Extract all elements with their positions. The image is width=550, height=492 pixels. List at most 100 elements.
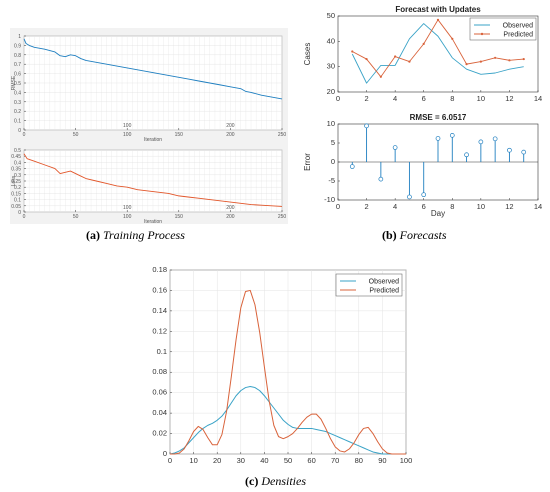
forecast-predicted-point xyxy=(365,57,368,61)
densities-xtick-label: 20 xyxy=(213,456,221,465)
training-rmse-ytick-label: 0 xyxy=(18,128,21,134)
caption-c-tag: (c) xyxy=(245,474,259,488)
error-ytick-label: 10 xyxy=(327,119,335,128)
forecast-ytick-label: 20 xyxy=(327,87,335,96)
error-xtick-label: 4 xyxy=(393,202,397,211)
training-loss-axes: 0 50 100 150 200 250 00.050.10.150.20.250.30.3… xyxy=(11,148,286,224)
densities-ytick-label: 0.06 xyxy=(152,388,167,397)
error-xlabel: Day xyxy=(431,209,445,218)
error-stem-marker xyxy=(492,136,498,142)
error-stem-marker xyxy=(421,192,427,198)
training-loss-ytick-label: 0.35 xyxy=(11,167,21,173)
training-rmse-xtick-label: 250 xyxy=(278,132,287,138)
caption-a-tag: (a) xyxy=(86,228,100,242)
forecast-xtick-label: 10 xyxy=(477,94,485,103)
training-loss-ytick-label: 0.45 xyxy=(11,154,21,160)
densities-observed-line xyxy=(169,386,406,455)
densities-ytick-label: 0.12 xyxy=(152,326,167,335)
densities-ytick-label: 0.04 xyxy=(152,408,167,417)
error-xtick-label: 8 xyxy=(450,202,454,211)
densities-legend-entry: Predicted xyxy=(369,288,399,295)
training-loss-ytick-label: 0.15 xyxy=(11,191,21,197)
caption-b-text: Forecasts xyxy=(399,228,447,242)
densities-xtick-label: 80 xyxy=(355,456,363,465)
error-xtick-label: 2 xyxy=(364,202,368,211)
training-rmse-axes: 0 50 100 150 200 250 0 0.1 0.2 0.3 0.4 0.5 0.6 0.7 0.8… xyxy=(11,34,286,143)
training-rmse-ytick-label: 0.7 xyxy=(14,62,21,68)
forecast-predicted-point xyxy=(465,63,468,66)
training-rmse-line xyxy=(23,38,283,100)
densities-xtick-label: 10 xyxy=(189,456,197,465)
densities-xtick-label: 50 xyxy=(284,456,292,465)
error-stem-marker xyxy=(407,194,412,200)
forecast-xtick-label: 8 xyxy=(450,94,454,103)
error-stem-marker xyxy=(449,133,455,138)
densities-xtick-label: 30 xyxy=(237,456,245,465)
forecast-xtick-label: 6 xyxy=(422,94,426,103)
training-rmse-xtick-label: 150 xyxy=(175,132,184,138)
densities-ytick-label: 0.16 xyxy=(152,285,167,294)
training-loss-xtick-label: 250 xyxy=(278,214,287,220)
forecast-predicted-point xyxy=(394,55,397,58)
error-stem-marker xyxy=(349,164,355,169)
forecast-legend-entry: Observed xyxy=(503,23,533,30)
error-xtick-label: 14 xyxy=(534,202,542,211)
training-rmse-ytick-label: 0.5 xyxy=(14,81,21,87)
error-stem-marker xyxy=(364,123,369,129)
forecast-predicted-point xyxy=(422,42,425,45)
densities-ytick-label: 0.1 xyxy=(157,347,167,356)
forecast-predicted-point xyxy=(451,37,454,40)
densities-xtick-label: 40 xyxy=(260,456,268,465)
training-rmse-ytick-label: 0.2 xyxy=(14,109,21,115)
forecast-xtick-label: 0 xyxy=(336,94,340,103)
forecast-predicted-point xyxy=(522,57,525,61)
forecast-xtick-label: 2 xyxy=(364,94,368,103)
densities-axes: 0 10 20 30 40 50 60 70 80 90 100 0 0.02 0.04 0.06 0.08 0… xyxy=(152,265,412,465)
error-axes: 0 2 4 6 8 10 12 14 -10 -5 0 5 10 xyxy=(324,119,542,211)
training-loss-ytick-label: 0.05 xyxy=(11,204,21,210)
densities-figure: 0 10 20 30 40 50 60 70 80 90 100 0 0.02 0.04 0.06 0.08 0… xyxy=(152,265,412,465)
forecast-xtick-label: 4 xyxy=(393,94,397,103)
error-stem-marker xyxy=(435,136,441,141)
densities-ytick-label: 0.02 xyxy=(152,429,167,438)
densities-xtick-label: 100 xyxy=(400,456,413,465)
error-xtick-label: 0 xyxy=(336,202,340,211)
training-rmse-xlabel: Iteration xyxy=(144,137,162,143)
training-loss-xtick-label: 150 xyxy=(175,214,184,220)
forecast-predicted-point xyxy=(379,75,382,78)
forecast-ytick-label: 30 xyxy=(327,62,335,71)
error-ytick-label: 5 xyxy=(331,138,335,147)
caption-b: (b) Forecasts xyxy=(382,228,447,243)
training-rmse-ytick-label: 0.3 xyxy=(14,100,21,106)
training-loss-line xyxy=(23,153,283,207)
training-rmse-ytick-label: 0.6 xyxy=(14,72,21,78)
forecast-predicted-point xyxy=(494,56,497,59)
training-loss-xtick-label: 50 xyxy=(73,214,79,220)
training-loss-ytick-label: 0.25 xyxy=(11,179,21,185)
densities-xtick-label: 60 xyxy=(307,456,315,465)
forecast-ylabel: Cases xyxy=(303,43,312,66)
training-rmse-xtick-label: 0 xyxy=(23,132,26,138)
training-loss-xtick-label: 0 xyxy=(23,214,26,220)
error-xtick-label: 6 xyxy=(422,202,426,211)
training-loss-ytick-label: 0.2 xyxy=(14,185,21,191)
training-loss-ytick-label: 0.3 xyxy=(14,173,21,179)
forecast-observed-line xyxy=(351,23,524,84)
forecast-predicted-point xyxy=(408,60,411,63)
error-ytick-label: 0 xyxy=(331,157,335,166)
forecast-predicted-point xyxy=(436,18,440,21)
training-rmse-ytick-label: 1 xyxy=(18,34,21,40)
error-ytick-label: -10 xyxy=(324,195,335,204)
training-loss-ylabel: Loss xyxy=(11,175,17,186)
training-rmse-ytick-label: 0.8 xyxy=(14,53,21,59)
training-rmse-mid-label: 200 xyxy=(226,123,235,129)
forecast-xtick-label: 14 xyxy=(534,94,542,103)
training-loss-ytick-label: 0 xyxy=(18,210,21,216)
densities-ytick-label: 0.18 xyxy=(152,265,167,274)
error-stem-marker xyxy=(507,147,512,153)
training-rmse-ytick-label: 0.4 xyxy=(14,90,21,96)
training-rmse-ytick-label: 0.1 xyxy=(14,119,21,125)
caption-a: (a) Training Process xyxy=(86,228,185,243)
forecast-predicted-point xyxy=(479,60,482,63)
error-ytick-label: -5 xyxy=(328,176,335,185)
